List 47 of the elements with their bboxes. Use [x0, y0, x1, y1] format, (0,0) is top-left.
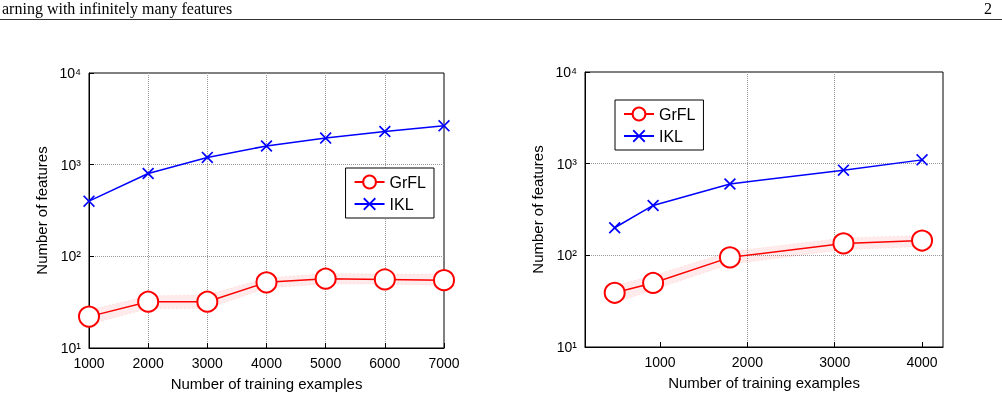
x-tick-label: 2000 [731, 354, 764, 370]
x-tick-label: 6000 [369, 355, 401, 371]
text: 2 [984, 0, 992, 18]
x-tick-label: 7000 [428, 355, 460, 371]
y-tick-label: 10⁴ [555, 64, 577, 80]
y-axis-title: Number of features [32, 146, 50, 275]
y-tick-label: 10¹ [556, 339, 578, 355]
point [83, 195, 95, 208]
x-tick-label: 3000 [191, 355, 224, 371]
y-tick-label: 10³ [60, 156, 82, 173]
x-tick-label: 4000 [906, 354, 938, 370]
y-axis-title: Number of features [528, 145, 546, 274]
point [603, 281, 626, 304]
x-tick-label: 3000 [819, 354, 851, 370]
x-tick-label: 1000 [644, 354, 676, 370]
legend-label: GrFL [659, 105, 696, 123]
x-tick-label: 2000 [132, 355, 164, 371]
point [255, 271, 278, 294]
legend-label: IKL [659, 127, 684, 145]
text: arning with infinitely many features [2, 0, 233, 18]
point [373, 268, 396, 291]
point [718, 246, 741, 269]
point [723, 178, 736, 190]
x-axis-title: Number of training examples [668, 374, 860, 391]
point [832, 232, 855, 255]
point [433, 269, 455, 292]
x-tick-label: 5000 [310, 355, 342, 371]
y-tick-label: 10¹ [60, 340, 82, 356]
legend-label: IKL [389, 195, 414, 213]
y-tick-label: 10³ [556, 155, 578, 172]
y-tick-label: 10² [556, 247, 578, 264]
y-tick-label: 10² [60, 248, 82, 265]
point [78, 305, 100, 328]
x-tick-label: 4000 [250, 355, 283, 371]
point [911, 229, 934, 252]
point [438, 119, 450, 132]
point [201, 151, 214, 164]
point [642, 271, 665, 294]
y-tick-label: 10⁴ [59, 65, 81, 81]
point [137, 290, 160, 313]
point [608, 221, 621, 234]
point [916, 153, 929, 166]
point [314, 267, 337, 290]
x-tick-label: 1000 [73, 355, 105, 371]
x-axis-title: Number of training examples [170, 375, 363, 392]
legend-label: GrFL [389, 173, 427, 191]
point [196, 290, 219, 313]
